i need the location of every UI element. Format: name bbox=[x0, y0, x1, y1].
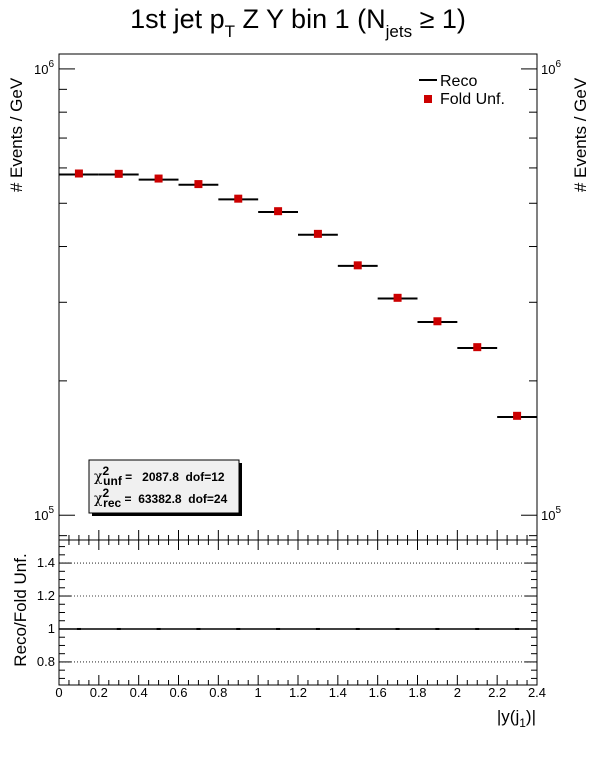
y-tick-base: 10 bbox=[541, 62, 555, 77]
fold-unf-marker bbox=[513, 411, 522, 420]
y-tick-exponent: 5 bbox=[555, 505, 561, 516]
y-tick-label-right: 106 bbox=[541, 59, 561, 77]
x-tick-label: 1.2 bbox=[289, 685, 307, 700]
fold-unf-marker bbox=[473, 343, 482, 352]
x-tick-label: 0.6 bbox=[169, 685, 187, 700]
fold-unf-series bbox=[74, 169, 522, 420]
x-tick-label: 0.4 bbox=[130, 685, 148, 700]
stats-box-panel bbox=[88, 459, 240, 514]
ratio-tick-labels: 0.8 1 1.2 1.4 bbox=[37, 555, 55, 669]
y-tick-exponent: 6 bbox=[555, 59, 561, 70]
y-tick-label-left: 105 bbox=[34, 505, 54, 523]
chi2-rec-line: χ2 rec = 63382.8 dof=24 bbox=[94, 486, 228, 510]
x-tick-label: 0.2 bbox=[90, 685, 108, 700]
legend-reco-label: Reco bbox=[440, 73, 477, 90]
x-tick-label: 2.4 bbox=[528, 685, 546, 700]
ratio-tick-label: 0.8 bbox=[37, 654, 55, 669]
legend-fold-unf-square-marker bbox=[424, 95, 432, 103]
fold-unf-marker bbox=[154, 174, 163, 183]
ratio-tick-label: 1.2 bbox=[37, 588, 55, 603]
y-tick-base: 10 bbox=[34, 508, 48, 523]
fold-unf-marker bbox=[393, 293, 402, 302]
x-tick-label: 2.2 bbox=[488, 685, 506, 700]
ratio-tick-label: 1.4 bbox=[37, 555, 55, 570]
y-tick-label-left: 106 bbox=[34, 59, 54, 77]
main-axis-ticks bbox=[58, 68, 538, 540]
x-tick-label: 1.8 bbox=[408, 685, 426, 700]
y-tick-base: 10 bbox=[34, 62, 48, 77]
ratio-axis-label: Reco/Fold Unf. bbox=[11, 553, 30, 666]
legend-fold-unf-label: Fold Unf. bbox=[440, 91, 505, 108]
x-tick-label: 1.4 bbox=[329, 685, 347, 700]
y-tick-label-right: 105 bbox=[541, 505, 561, 523]
fold-unf-marker bbox=[313, 229, 322, 238]
x-tick-labels: 0 0.2 0.4 0.6 0.8 1 1.2 1.4 1.6 1.8 2 2.2 2.4 bbox=[55, 685, 546, 700]
chi2-stats-box: χ2 unf = 2087.8 dof=12 χ2 rec = 63382.8 do… bbox=[88, 459, 242, 516]
fold-unf-marker bbox=[353, 261, 362, 270]
x-tick-label: 1 bbox=[255, 685, 262, 700]
x-tick-label: 0.8 bbox=[209, 685, 227, 700]
x-tick-label: 1.6 bbox=[369, 685, 387, 700]
fold-unf-marker bbox=[114, 169, 123, 178]
ratio-tick-label: 1 bbox=[48, 621, 55, 636]
legend: Reco Fold Unf. bbox=[419, 73, 505, 108]
x-axis-label: |y(j1)| bbox=[497, 707, 536, 730]
fold-unf-marker bbox=[194, 180, 203, 189]
chi2-unf-line: χ2 unf = 2087.8 dof=12 bbox=[94, 464, 225, 488]
y-tick-exponent: 5 bbox=[48, 505, 54, 516]
chart-title: 1st jet pT Z Y bin 1 (Njets ≥ 1) bbox=[130, 4, 466, 41]
ratio-axis-ticks bbox=[58, 540, 538, 685]
fold-unf-marker bbox=[433, 317, 442, 326]
x-tick-label: 2 bbox=[454, 685, 461, 700]
fold-unf-marker bbox=[234, 194, 243, 203]
y-tick-base: 10 bbox=[541, 508, 555, 523]
y-tick-exponent: 6 bbox=[48, 59, 54, 70]
y-axis-label-left: # Events / GeV bbox=[7, 77, 26, 192]
fold-unf-marker bbox=[274, 207, 283, 216]
x-tick-label: 0 bbox=[55, 685, 62, 700]
fold-unf-marker bbox=[74, 169, 83, 178]
y-axis-label-right: # Events / GeV bbox=[571, 77, 590, 192]
